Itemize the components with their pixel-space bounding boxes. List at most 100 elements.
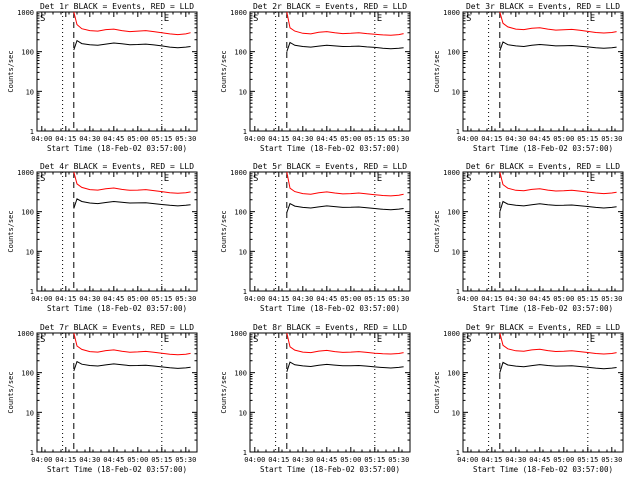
- chart-title: Det 4r BLACK = Events, RED = LLD: [40, 162, 194, 171]
- x-tick-label: 04:15: [481, 135, 502, 143]
- x-tick-label: 05:30: [175, 295, 196, 303]
- x-tick-label: 05:15: [364, 135, 385, 143]
- x-tick-label: 04:45: [529, 295, 550, 303]
- plot-frame: [462, 171, 624, 292]
- chart-title: Det 7r BLACK = Events, RED = LLD: [40, 323, 194, 332]
- x-tick-label: 05:15: [577, 135, 598, 143]
- start-marker: S: [40, 14, 45, 24]
- end-marker: E: [377, 14, 382, 24]
- start-marker: S: [253, 174, 258, 184]
- y-tick-label: 1000: [17, 169, 34, 177]
- x-tick-label: 04:15: [55, 135, 76, 143]
- y-tick-label: 1000: [17, 330, 34, 338]
- x-tick-label: 04:30: [292, 456, 313, 464]
- start-marker: S: [466, 14, 471, 24]
- x-tick-label: 04:15: [55, 456, 76, 464]
- chart-panel-5: Det 5r BLACK = Events, RED = LLD 1 10 100 10…: [220, 162, 411, 313]
- x-tick-label: 05:15: [364, 456, 385, 464]
- x-tick-label: 05:00: [340, 135, 361, 143]
- x-axis-label: Start Time (18-Feb-02 03:57:00): [47, 465, 187, 474]
- x-tick-label: 04:30: [79, 295, 100, 303]
- y-axis-label: Counts/sec: [7, 371, 15, 413]
- x-tick-label: 05:00: [553, 135, 574, 143]
- chart-title: Det 8r BLACK = Events, RED = LLD: [253, 323, 407, 332]
- lld-series-line: [73, 11, 191, 36]
- x-tick-label: 05:30: [601, 135, 622, 143]
- y-tick-label: 10: [26, 248, 34, 256]
- y-tick-label: 1000: [443, 9, 460, 17]
- y-tick-label: 1: [243, 449, 247, 457]
- chart-panel-4: Det 4r BLACK = Events, RED = LLD 1 10 100 10…: [7, 162, 198, 313]
- y-tick-label: 100: [21, 370, 34, 378]
- chart-panel-9: Det 9r BLACK = Events, RED = LLD 1 10 100 10…: [433, 323, 624, 474]
- events-series-line: [499, 361, 617, 373]
- plot-frame: [36, 171, 198, 292]
- x-tick-label: 04:30: [79, 456, 100, 464]
- start-marker: S: [466, 174, 471, 184]
- lld-series-line: [73, 332, 191, 356]
- y-tick-label: 10: [26, 88, 34, 96]
- x-tick-label: 04:00: [244, 295, 265, 303]
- y-axis-label: Counts/sec: [220, 371, 228, 413]
- y-tick-label: 10: [452, 409, 460, 417]
- x-tick-label: 04:00: [457, 295, 478, 303]
- x-tick-label: 04:45: [103, 135, 124, 143]
- x-tick-label: 05:15: [364, 295, 385, 303]
- end-marker: E: [590, 335, 595, 345]
- y-tick-label: 1: [30, 449, 34, 457]
- y-tick-label: 100: [447, 209, 460, 217]
- x-tick-label: 04:45: [316, 135, 337, 143]
- x-tick-label: 05:15: [577, 456, 598, 464]
- chart-title: Det 1r BLACK = Events, RED = LLD: [40, 2, 194, 11]
- events-series-line: [73, 39, 191, 51]
- y-tick-label: 10: [452, 88, 460, 96]
- plot-frame: [249, 171, 411, 292]
- x-tick-label: 04:15: [268, 135, 289, 143]
- x-tick-label: 04:30: [505, 295, 526, 303]
- x-tick-label: 04:15: [481, 456, 502, 464]
- y-tick-label: 100: [234, 49, 247, 57]
- end-marker: E: [377, 335, 382, 345]
- y-axis-label: Counts/sec: [433, 371, 441, 413]
- y-axis-label: Counts/sec: [7, 210, 15, 252]
- end-marker: E: [377, 174, 382, 184]
- x-tick-label: 04:45: [529, 456, 550, 464]
- y-tick-label: 10: [239, 248, 247, 256]
- y-axis-label: Counts/sec: [433, 210, 441, 252]
- x-tick-label: 04:30: [505, 456, 526, 464]
- x-tick-label: 04:45: [316, 456, 337, 464]
- x-tick-label: 05:00: [127, 135, 148, 143]
- x-tick-label: 05:15: [151, 456, 172, 464]
- y-tick-label: 1: [30, 128, 34, 136]
- y-tick-label: 1000: [230, 9, 247, 17]
- x-tick-label: 05:00: [340, 295, 361, 303]
- y-axis-label: Counts/sec: [7, 50, 15, 92]
- y-axis-label: Counts/sec: [220, 210, 228, 252]
- x-tick-label: 05:30: [601, 295, 622, 303]
- y-tick-label: 1: [456, 128, 460, 136]
- x-tick-label: 04:00: [31, 135, 52, 143]
- start-marker: S: [253, 14, 258, 24]
- x-tick-label: 04:15: [268, 456, 289, 464]
- x-tick-label: 05:00: [127, 456, 148, 464]
- lld-series-line: [499, 11, 617, 34]
- y-tick-label: 1000: [230, 330, 247, 338]
- x-tick-label: 04:45: [529, 135, 550, 143]
- start-marker: S: [253, 335, 258, 345]
- lld-series-line: [73, 171, 191, 194]
- x-tick-label: 04:00: [31, 295, 52, 303]
- y-tick-label: 10: [239, 409, 247, 417]
- chart-panel-6: Det 6r BLACK = Events, RED = LLD 1 10 100 10…: [433, 162, 624, 313]
- y-axis-label: Counts/sec: [433, 50, 441, 92]
- plot-frame: [462, 11, 624, 132]
- plot-frame: [249, 11, 411, 132]
- x-axis-label: Start Time (18-Feb-02 03:57:00): [47, 304, 187, 313]
- x-tick-label: 05:30: [175, 456, 196, 464]
- end-marker: E: [164, 335, 169, 345]
- events-series-line: [73, 198, 191, 209]
- y-tick-label: 1000: [230, 169, 247, 177]
- x-tick-label: 05:30: [175, 135, 196, 143]
- x-tick-label: 05:00: [127, 295, 148, 303]
- y-tick-label: 1: [456, 449, 460, 457]
